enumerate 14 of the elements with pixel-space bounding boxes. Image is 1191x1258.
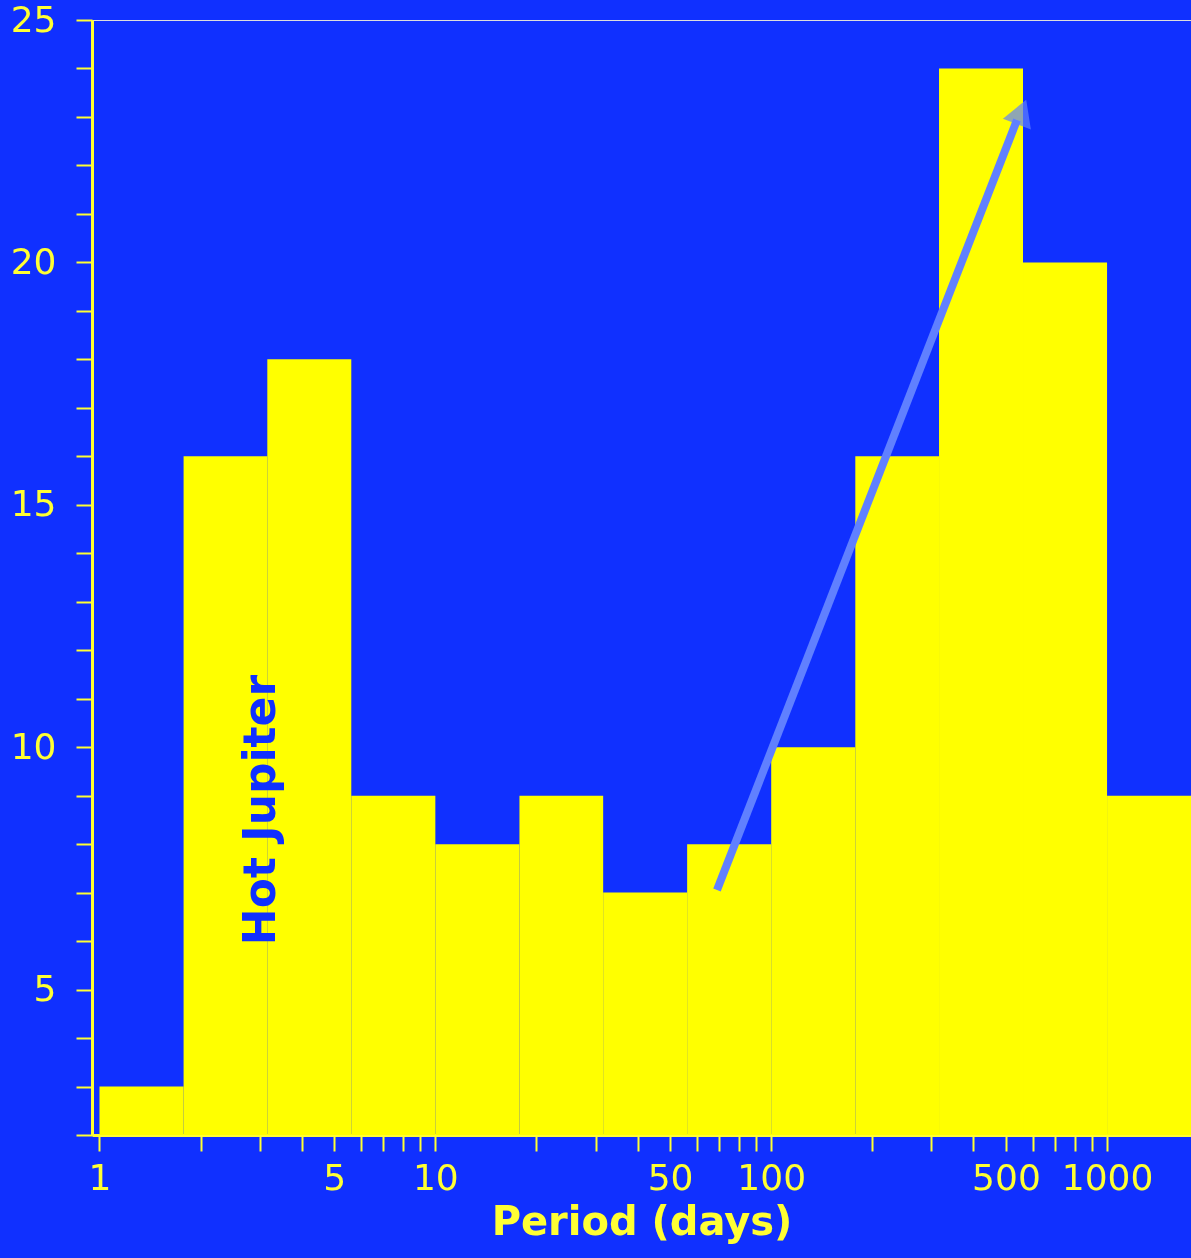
x-tick-label: 100 (737, 1156, 807, 1198)
y-tick-label: 10 (10, 725, 57, 767)
y-tick-label: 5 (33, 968, 57, 1010)
x-tick-label: 50 (647, 1156, 694, 1198)
x-tick-label: 500 (972, 1156, 1041, 1198)
y-tick-label: 15 (10, 483, 57, 525)
annotation: Hot Jupiter (234, 674, 285, 946)
y-tick-label: 25 (10, 0, 57, 40)
x-axis-title: Period (days) (491, 1197, 793, 1244)
x-tick-label: 1000 (1061, 1156, 1154, 1198)
x-tick-label: 5 (323, 1156, 347, 1198)
y-tick-label: 20 (10, 240, 57, 282)
x-tick-label: 1 (88, 1156, 112, 1198)
x-tick-label: 10 (412, 1156, 459, 1198)
